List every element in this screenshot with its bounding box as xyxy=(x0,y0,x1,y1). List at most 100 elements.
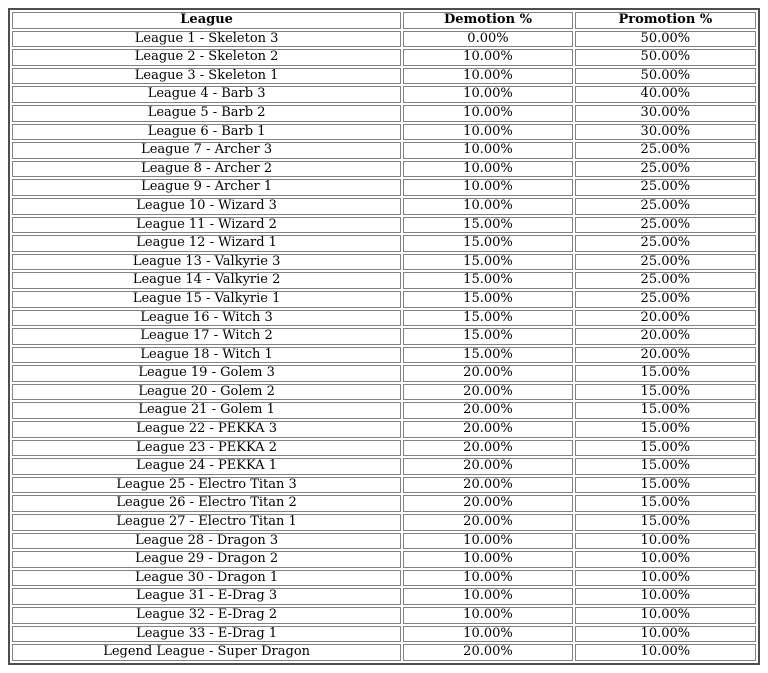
demotion-cell: 15.00% xyxy=(403,346,573,364)
table-row: League 21 - Golem 1 20.00% 15.00% xyxy=(12,402,756,420)
demotion-cell: 20.00% xyxy=(403,495,573,513)
league-cell: League 30 - Dragon 1 xyxy=(12,569,402,587)
league-cell: Legend League - Super Dragon xyxy=(12,644,402,661)
table-row: League 19 - Golem 3 20.00% 15.00% xyxy=(12,365,756,382)
table-row: League 26 - Electro Titan 2 20.00% 15.00% xyxy=(12,495,756,513)
table-row: League 16 - Witch 3 15.00% 20.00% xyxy=(12,309,756,327)
demotion-cell: 10.00% xyxy=(403,569,573,587)
league-cell: League 17 - Witch 2 xyxy=(12,328,402,345)
demotion-cell: 20.00% xyxy=(403,458,573,475)
league-cell: League 16 - Witch 3 xyxy=(12,309,402,327)
table-row: League 22 - PEKKA 3 20.00% 15.00% xyxy=(12,421,756,438)
league-cell: League 18 - Witch 1 xyxy=(12,346,402,364)
promotion-cell: 20.00% xyxy=(574,309,756,327)
promotion-cell: 25.00% xyxy=(574,197,756,215)
league-cell: League 26 - Electro Titan 2 xyxy=(12,495,402,513)
league-cell: League 24 - PEKKA 1 xyxy=(12,458,402,475)
table-row: League 11 - Wizard 2 15.00% 25.00% xyxy=(12,216,756,234)
table-row: League 13 - Valkyrie 3 15.00% 25.00% xyxy=(12,253,756,271)
demotion-cell: 10.00% xyxy=(403,160,573,178)
demotion-cell: 10.00% xyxy=(403,551,573,568)
demotion-cell: 15.00% xyxy=(403,216,573,234)
league-cell: League 2 - Skeleton 2 xyxy=(12,49,402,66)
league-cell: League 12 - Wizard 1 xyxy=(12,235,402,252)
table-row: League 32 - E-Drag 2 10.00% 10.00% xyxy=(12,607,756,624)
demotion-cell: 10.00% xyxy=(403,197,573,215)
league-cell: League 1 - Skeleton 3 xyxy=(12,30,402,48)
demotion-cell: 20.00% xyxy=(403,439,573,457)
league-cell: League 29 - Dragon 2 xyxy=(12,551,402,568)
promotion-cell: 15.00% xyxy=(574,365,756,382)
demotion-cell: 15.00% xyxy=(403,290,573,308)
league-cell: League 10 - Wizard 3 xyxy=(12,197,402,215)
header-row: League Demotion % Promotion % xyxy=(12,12,756,29)
league-cell: League 3 - Skeleton 1 xyxy=(12,67,402,85)
demotion-cell: 20.00% xyxy=(403,644,573,661)
promotion-cell: 15.00% xyxy=(574,458,756,475)
demotion-cell: 10.00% xyxy=(403,588,573,605)
league-cell: League 11 - Wizard 2 xyxy=(12,216,402,234)
table-row: League 14 - Valkyrie 2 15.00% 25.00% xyxy=(12,272,756,289)
promotion-cell: 25.00% xyxy=(574,235,756,252)
promotion-cell: 15.00% xyxy=(574,495,756,513)
promotion-cell: 10.00% xyxy=(574,644,756,661)
league-cell: League 13 - Valkyrie 3 xyxy=(12,253,402,271)
promotion-cell: 25.00% xyxy=(574,160,756,178)
table-row: League 30 - Dragon 1 10.00% 10.00% xyxy=(12,569,756,587)
table-row: League 28 - Dragon 3 10.00% 10.00% xyxy=(12,532,756,550)
table-row: Legend League - Super Dragon 20.00% 10.00% xyxy=(12,644,756,661)
table-row: League 5 - Barb 2 10.00% 30.00% xyxy=(12,104,756,122)
league-cell: League 22 - PEKKA 3 xyxy=(12,421,402,438)
promotion-cell: 25.00% xyxy=(574,179,756,196)
promotion-cell: 10.00% xyxy=(574,607,756,624)
promotion-cell: 25.00% xyxy=(574,142,756,159)
league-table: League Demotion % Promotion % League 1 -… xyxy=(8,8,760,665)
demotion-cell: 0.00% xyxy=(403,30,573,48)
table-row: League 4 - Barb 3 10.00% 40.00% xyxy=(12,86,756,103)
league-cell: League 31 - E-Drag 3 xyxy=(12,588,402,605)
promotion-cell: 25.00% xyxy=(574,216,756,234)
demotion-cell: 10.00% xyxy=(403,625,573,643)
demotion-cell: 15.00% xyxy=(403,272,573,289)
table-row: League 8 - Archer 2 10.00% 25.00% xyxy=(12,160,756,178)
demotion-cell: 10.00% xyxy=(403,142,573,159)
league-cell: League 14 - Valkyrie 2 xyxy=(12,272,402,289)
promotion-cell: 50.00% xyxy=(574,30,756,48)
promotion-cell: 10.00% xyxy=(574,625,756,643)
table-row: League 18 - Witch 1 15.00% 20.00% xyxy=(12,346,756,364)
table-row: League 10 - Wizard 3 10.00% 25.00% xyxy=(12,197,756,215)
table-row: League 15 - Valkyrie 1 15.00% 25.00% xyxy=(12,290,756,308)
table-row: League 31 - E-Drag 3 10.00% 10.00% xyxy=(12,588,756,605)
demotion-cell: 10.00% xyxy=(403,123,573,141)
promotion-cell: 50.00% xyxy=(574,67,756,85)
promotion-cell: 10.00% xyxy=(574,532,756,550)
table-body: League 1 - Skeleton 3 0.00% 50.00% League 2… xyxy=(12,30,756,661)
league-cell: League 6 - Barb 1 xyxy=(12,123,402,141)
demotion-cell: 20.00% xyxy=(403,476,573,494)
league-cell: League 20 - Golem 2 xyxy=(12,383,402,401)
demotion-cell: 20.00% xyxy=(403,383,573,401)
table-row: League 27 - Electro Titan 1 20.00% 15.00% xyxy=(12,514,756,531)
column-header-league: League xyxy=(12,12,402,29)
demotion-cell: 15.00% xyxy=(403,328,573,345)
promotion-cell: 30.00% xyxy=(574,104,756,122)
column-header-demotion: Demotion % xyxy=(403,12,573,29)
promotion-cell: 15.00% xyxy=(574,514,756,531)
demotion-cell: 10.00% xyxy=(403,49,573,66)
demotion-cell: 20.00% xyxy=(403,514,573,531)
promotion-cell: 15.00% xyxy=(574,421,756,438)
demotion-cell: 10.00% xyxy=(403,607,573,624)
demotion-cell: 15.00% xyxy=(403,253,573,271)
demotion-cell: 20.00% xyxy=(403,421,573,438)
league-cell: League 23 - PEKKA 2 xyxy=(12,439,402,457)
league-cell: League 8 - Archer 2 xyxy=(12,160,402,178)
promotion-cell: 15.00% xyxy=(574,476,756,494)
table-row: League 20 - Golem 2 20.00% 15.00% xyxy=(12,383,756,401)
table-row: League 9 - Archer 1 10.00% 25.00% xyxy=(12,179,756,196)
promotion-cell: 15.00% xyxy=(574,439,756,457)
promotion-cell: 25.00% xyxy=(574,253,756,271)
table-row: League 24 - PEKKA 1 20.00% 15.00% xyxy=(12,458,756,475)
demotion-cell: 15.00% xyxy=(403,235,573,252)
table-row: League 7 - Archer 3 10.00% 25.00% xyxy=(12,142,756,159)
